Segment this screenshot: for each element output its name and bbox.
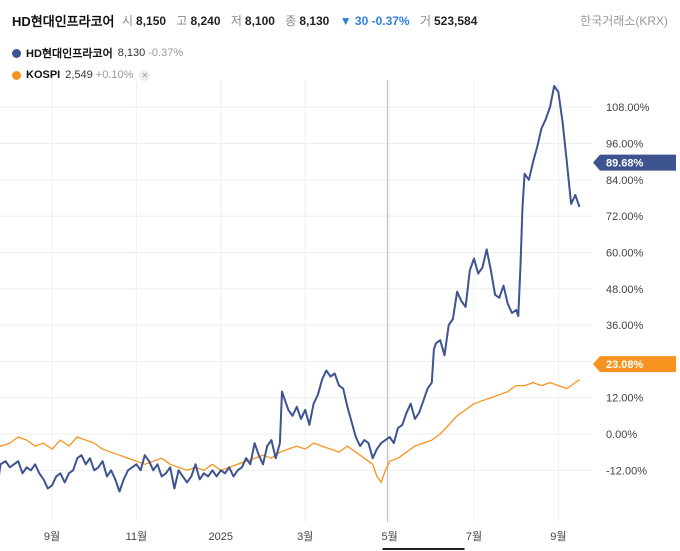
legend: HD현대인프라코어 8,130 -0.37% KOSPI 2,549 +0.10… (12, 42, 183, 86)
series-color-dot (12, 70, 21, 80)
legend-series-price: 8,130 (117, 47, 146, 59)
high-value: 8,240 (190, 14, 221, 28)
close-label: 종 (285, 14, 297, 28)
x-tick-label: 2025 (209, 531, 233, 543)
x-tick-label: 7월 (466, 530, 482, 543)
legend-series-change: -0.37% (148, 47, 184, 59)
open-label: 시 (122, 14, 134, 28)
y-tick-label: 96.00% (606, 139, 644, 151)
svg-text:23.08%: 23.08% (606, 359, 644, 371)
hd-series-line (0, 85, 581, 493)
y-tick-label: 72.00% (606, 211, 644, 223)
close-icon[interactable]: ✕ (139, 69, 151, 81)
quote-header: HD현대인프라코어 시 8,150 고 8,240 저 8,100 종 8,130 ▼ … (0, 0, 680, 36)
legend-item-kospi[interactable]: KOSPI 2,549 +0.10% ✕ (12, 64, 183, 86)
x-tick-label: 9월 (44, 530, 60, 543)
close-value: 8,130 (299, 14, 330, 28)
x-tick-label: 5월 (381, 530, 397, 543)
y-tick-label: 12.00% (606, 393, 644, 405)
y-tick-label: 84.00% (606, 175, 644, 187)
legend-item-hd[interactable]: HD현대인프라코어 8,130 -0.37% (12, 42, 183, 64)
x-axis: 9월 11월 2025 3월 5월 7월 9월 (44, 530, 567, 543)
series-lines (0, 85, 581, 493)
volume-value: 523,584 (434, 14, 478, 28)
kospi-last-value-badge: 23.08% (593, 356, 676, 373)
open-value: 8,150 (136, 14, 167, 28)
y-tick-label: 108.00% (606, 102, 650, 114)
legend-series-change: +0.10% (95, 69, 134, 81)
crosshair-x-bar (382, 548, 465, 550)
x-tick-label: 11월 (126, 530, 148, 543)
change-value: ▼ 30 -0.37% (339, 14, 410, 28)
y-tick-label: 36.00% (606, 320, 644, 332)
hd-last-value-badge: 89.68% (593, 154, 676, 171)
y-tick-label: 48.00% (606, 284, 644, 296)
y-tick-label: -12.00% (606, 465, 647, 477)
x-tick-label: 9월 (550, 530, 566, 543)
y-tick-label: 60.00% (606, 247, 644, 259)
stock-name[interactable]: HD현대인프라코어 (12, 14, 115, 29)
volume-label: 거 (419, 14, 431, 28)
quote-summary: 시 8,150 고 8,240 저 8,100 종 8,130 ▼ 30 -0.37% … (122, 12, 484, 29)
y-tick-label: 0.00% (606, 429, 637, 441)
x-tick-label: 3월 (297, 530, 313, 543)
low-value: 8,100 (244, 14, 275, 28)
kospi-series-line (0, 378, 580, 484)
svg-text:89.68%: 89.68% (606, 158, 644, 170)
high-label: 고 (176, 14, 188, 28)
legend-series-price: 2,549 (65, 69, 93, 81)
last-value-badges: 89.68% 23.08% (593, 154, 676, 373)
exchange-label: 한국거래소(KRX) (580, 14, 668, 28)
grid-lines (0, 80, 592, 522)
series-color-dot (12, 48, 21, 58)
low-label: 저 (230, 14, 242, 28)
legend-series-name: HD현대인프라코어 (26, 48, 113, 60)
legend-series-name: KOSPI (26, 69, 61, 81)
